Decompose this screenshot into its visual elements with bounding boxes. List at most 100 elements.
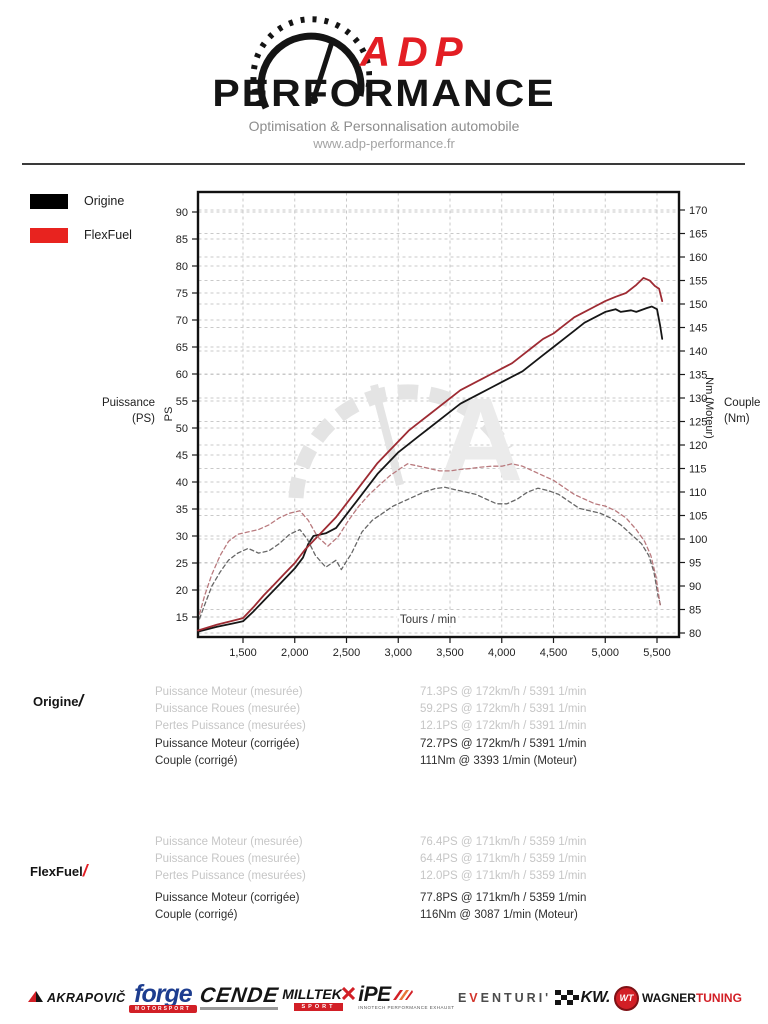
brand-performance: PERFORMANCE [212, 71, 556, 115]
result-label: Puissance Moteur (mesurée) [155, 685, 303, 698]
svg-text:120: 120 [689, 440, 707, 452]
logo-ipe: iPE INNOTECH PERFORMANCE EXHAUST [358, 983, 455, 1010]
eventuri-v-mark: V [469, 991, 481, 1005]
svg-text:100: 100 [689, 534, 707, 546]
result-row: Couple (corrigé) 116Nm @ 3087 1/min (Mot… [155, 906, 715, 923]
svg-text:35: 35 [176, 504, 188, 516]
result-row: Puissance Moteur (mesurée) 76.4PS @ 171k… [155, 833, 715, 850]
logo-milltek-sport: MILLTEK SPORT [282, 986, 355, 1011]
brand-subtitle: INNOTECH PERFORMANCE EXHAUST [358, 1005, 455, 1010]
flexfuel-section-title: FlexFuel/ [30, 861, 87, 881]
result-value: 77.8PS @ 171km/h / 5359 1/min [420, 891, 587, 904]
result-label: Puissance Roues (mesurée) [155, 852, 301, 865]
svg-text:135: 135 [689, 370, 707, 382]
svg-text:15: 15 [176, 612, 188, 624]
logo-cende: CENDE [198, 984, 281, 1010]
result-row: Puissance Moteur (corrigée) 72.7PS @ 172… [155, 735, 715, 752]
svg-text:5,000: 5,000 [591, 647, 619, 659]
svg-text:Nm (Moteur): Nm (Moteur) [703, 377, 715, 439]
brand-name: AKRAPOVIČ [47, 991, 126, 1005]
tachometer-logo-icon [250, 4, 373, 117]
result-row: Puissance Moteur (mesurée) 71.3PS @ 172k… [155, 683, 715, 700]
kw-checkered-flag-icon [554, 990, 579, 1006]
website-url: www.adp-performance.fr [313, 136, 455, 151]
result-label: Puissance Roues (mesurée) [155, 702, 301, 715]
result-value: 111Nm @ 3393 1/min (Moteur) [420, 754, 577, 767]
wagnertuning-wt-icon: WT [613, 985, 639, 1011]
flexfuel-color-swatch [30, 227, 68, 243]
svg-text:155: 155 [689, 276, 707, 288]
result-label: Pertes Puissance (mesurées) [155, 720, 306, 733]
result-row: Puissance Roues (mesurée) 64.4PS @ 171km… [155, 850, 715, 867]
chart-legend: Origine FlexFuel [30, 192, 132, 260]
brand-name: ENTURI' [480, 991, 552, 1005]
legend-label: FlexFuel [84, 228, 132, 242]
svg-text:55: 55 [176, 396, 188, 408]
origine-color-swatch [30, 193, 68, 209]
logo-eventuri: E V ENTURI' [458, 991, 551, 1005]
svg-text:90: 90 [176, 207, 188, 219]
brand-name: KW. [580, 989, 611, 1006]
header-divider [22, 163, 745, 165]
result-value: 71.3PS @ 172km/h / 5391 1/min [420, 685, 587, 698]
svg-text:150: 150 [689, 299, 707, 311]
tagline: Optimisation & Personnalisation automobi… [248, 118, 520, 134]
svg-text:95: 95 [689, 558, 701, 570]
svg-text:60: 60 [176, 369, 188, 381]
legend-label: Origine [84, 194, 125, 208]
svg-text:(PS): (PS) [132, 413, 155, 425]
svg-text:2,500: 2,500 [333, 647, 361, 659]
flexfuel-slash: / [82, 861, 88, 880]
svg-text:160: 160 [689, 252, 707, 264]
svg-text:70: 70 [176, 315, 188, 327]
svg-text:80: 80 [176, 261, 188, 273]
svg-text:130: 130 [689, 393, 707, 405]
brand-name: MILLTEK [282, 985, 342, 1002]
brand-adp: ADP [360, 28, 470, 75]
svg-text:20: 20 [176, 585, 188, 597]
result-label: Puissance Moteur (corrigée) [155, 891, 300, 904]
svg-text:145: 145 [689, 323, 707, 335]
result-value: 12.1PS @ 172km/h / 5391 1/min [420, 720, 587, 733]
svg-text:Puissance: Puissance [102, 397, 155, 409]
svg-text:45: 45 [176, 450, 188, 462]
svg-text:85: 85 [689, 605, 701, 617]
svg-text:25: 25 [176, 558, 188, 570]
svg-text:140: 140 [689, 346, 707, 358]
result-value: 64.4PS @ 171km/h / 5359 1/min [420, 852, 587, 865]
result-label: Puissance Moteur (mesurée) [155, 835, 303, 848]
svg-text:Couple: Couple [724, 397, 760, 409]
cende-underline [200, 1007, 279, 1010]
brand-name: TUNING [695, 991, 742, 1005]
result-row: Puissance Roues (mesurée) 59.2PS @ 172km… [155, 700, 715, 717]
brand-name: iPE [358, 983, 391, 1006]
brand-name: CENDE [198, 984, 281, 1007]
svg-text:(Nm): (Nm) [724, 413, 750, 425]
result-row: Pertes Puissance (mesurées) 12.1PS @ 172… [155, 718, 715, 735]
dyno-plot-svg: 90 85 80 75 70 65 60 55 50 45 40 35 30 25 20 15 170 165 16… [102, 190, 760, 659]
svg-text:3,000: 3,000 [384, 647, 412, 659]
svg-text:PS: PS [163, 407, 175, 422]
legend-item-flexfuel: FlexFuel [30, 226, 132, 244]
result-row: Puissance Moteur (corrigée) 77.8PS @ 171… [155, 889, 715, 906]
svg-text:90: 90 [689, 581, 701, 593]
result-value: 12.0PS @ 171km/h / 5359 1/min [420, 870, 587, 883]
origine-section-title: Origine/ [33, 691, 83, 711]
svg-text:1,500: 1,500 [229, 647, 257, 659]
brand-name: forge [134, 979, 192, 1008]
svg-text:4,000: 4,000 [488, 647, 516, 659]
logo-kw: KW. [554, 989, 611, 1007]
result-row: Couple (corrigé) 111Nm @ 3393 1/min (Mot… [155, 752, 715, 769]
result-label: Couple (corrigé) [155, 908, 238, 921]
result-label: Puissance Moteur (corrigée) [155, 737, 300, 750]
flexfuel-title-text: FlexFuel [30, 864, 83, 879]
ipe-wing-icon [392, 990, 413, 1000]
brand-name: WAGNER [641, 991, 696, 1005]
svg-text:110: 110 [689, 487, 707, 499]
brand-name: E [457, 991, 470, 1005]
result-value: 59.2PS @ 172km/h / 5391 1/min [420, 702, 587, 715]
svg-text:Tours / min: Tours / min [400, 614, 456, 626]
svg-text:30: 30 [176, 531, 188, 543]
svg-text:50: 50 [176, 423, 188, 435]
